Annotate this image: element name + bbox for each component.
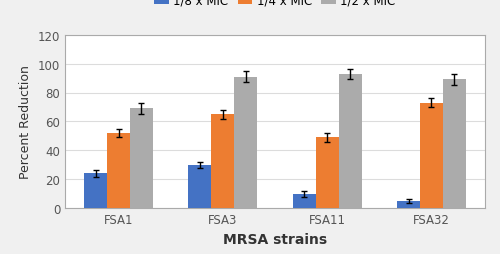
Bar bbox=[84, 174, 107, 208]
Bar bbox=[107, 133, 130, 208]
Bar bbox=[188, 165, 212, 208]
Bar bbox=[397, 201, 420, 208]
Bar bbox=[292, 194, 316, 208]
Bar bbox=[443, 80, 466, 208]
Bar bbox=[130, 109, 153, 208]
Bar bbox=[212, 115, 234, 208]
Legend: 1/8 x MIC, 1/4 x MIC, 1/2 x MIC: 1/8 x MIC, 1/4 x MIC, 1/2 x MIC bbox=[150, 0, 400, 12]
Y-axis label: Percent Reduction: Percent Reduction bbox=[19, 65, 32, 179]
Bar bbox=[316, 138, 338, 208]
X-axis label: MRSA strains: MRSA strains bbox=[223, 232, 327, 246]
Bar bbox=[420, 103, 443, 208]
Bar bbox=[338, 74, 361, 208]
Bar bbox=[234, 77, 258, 208]
